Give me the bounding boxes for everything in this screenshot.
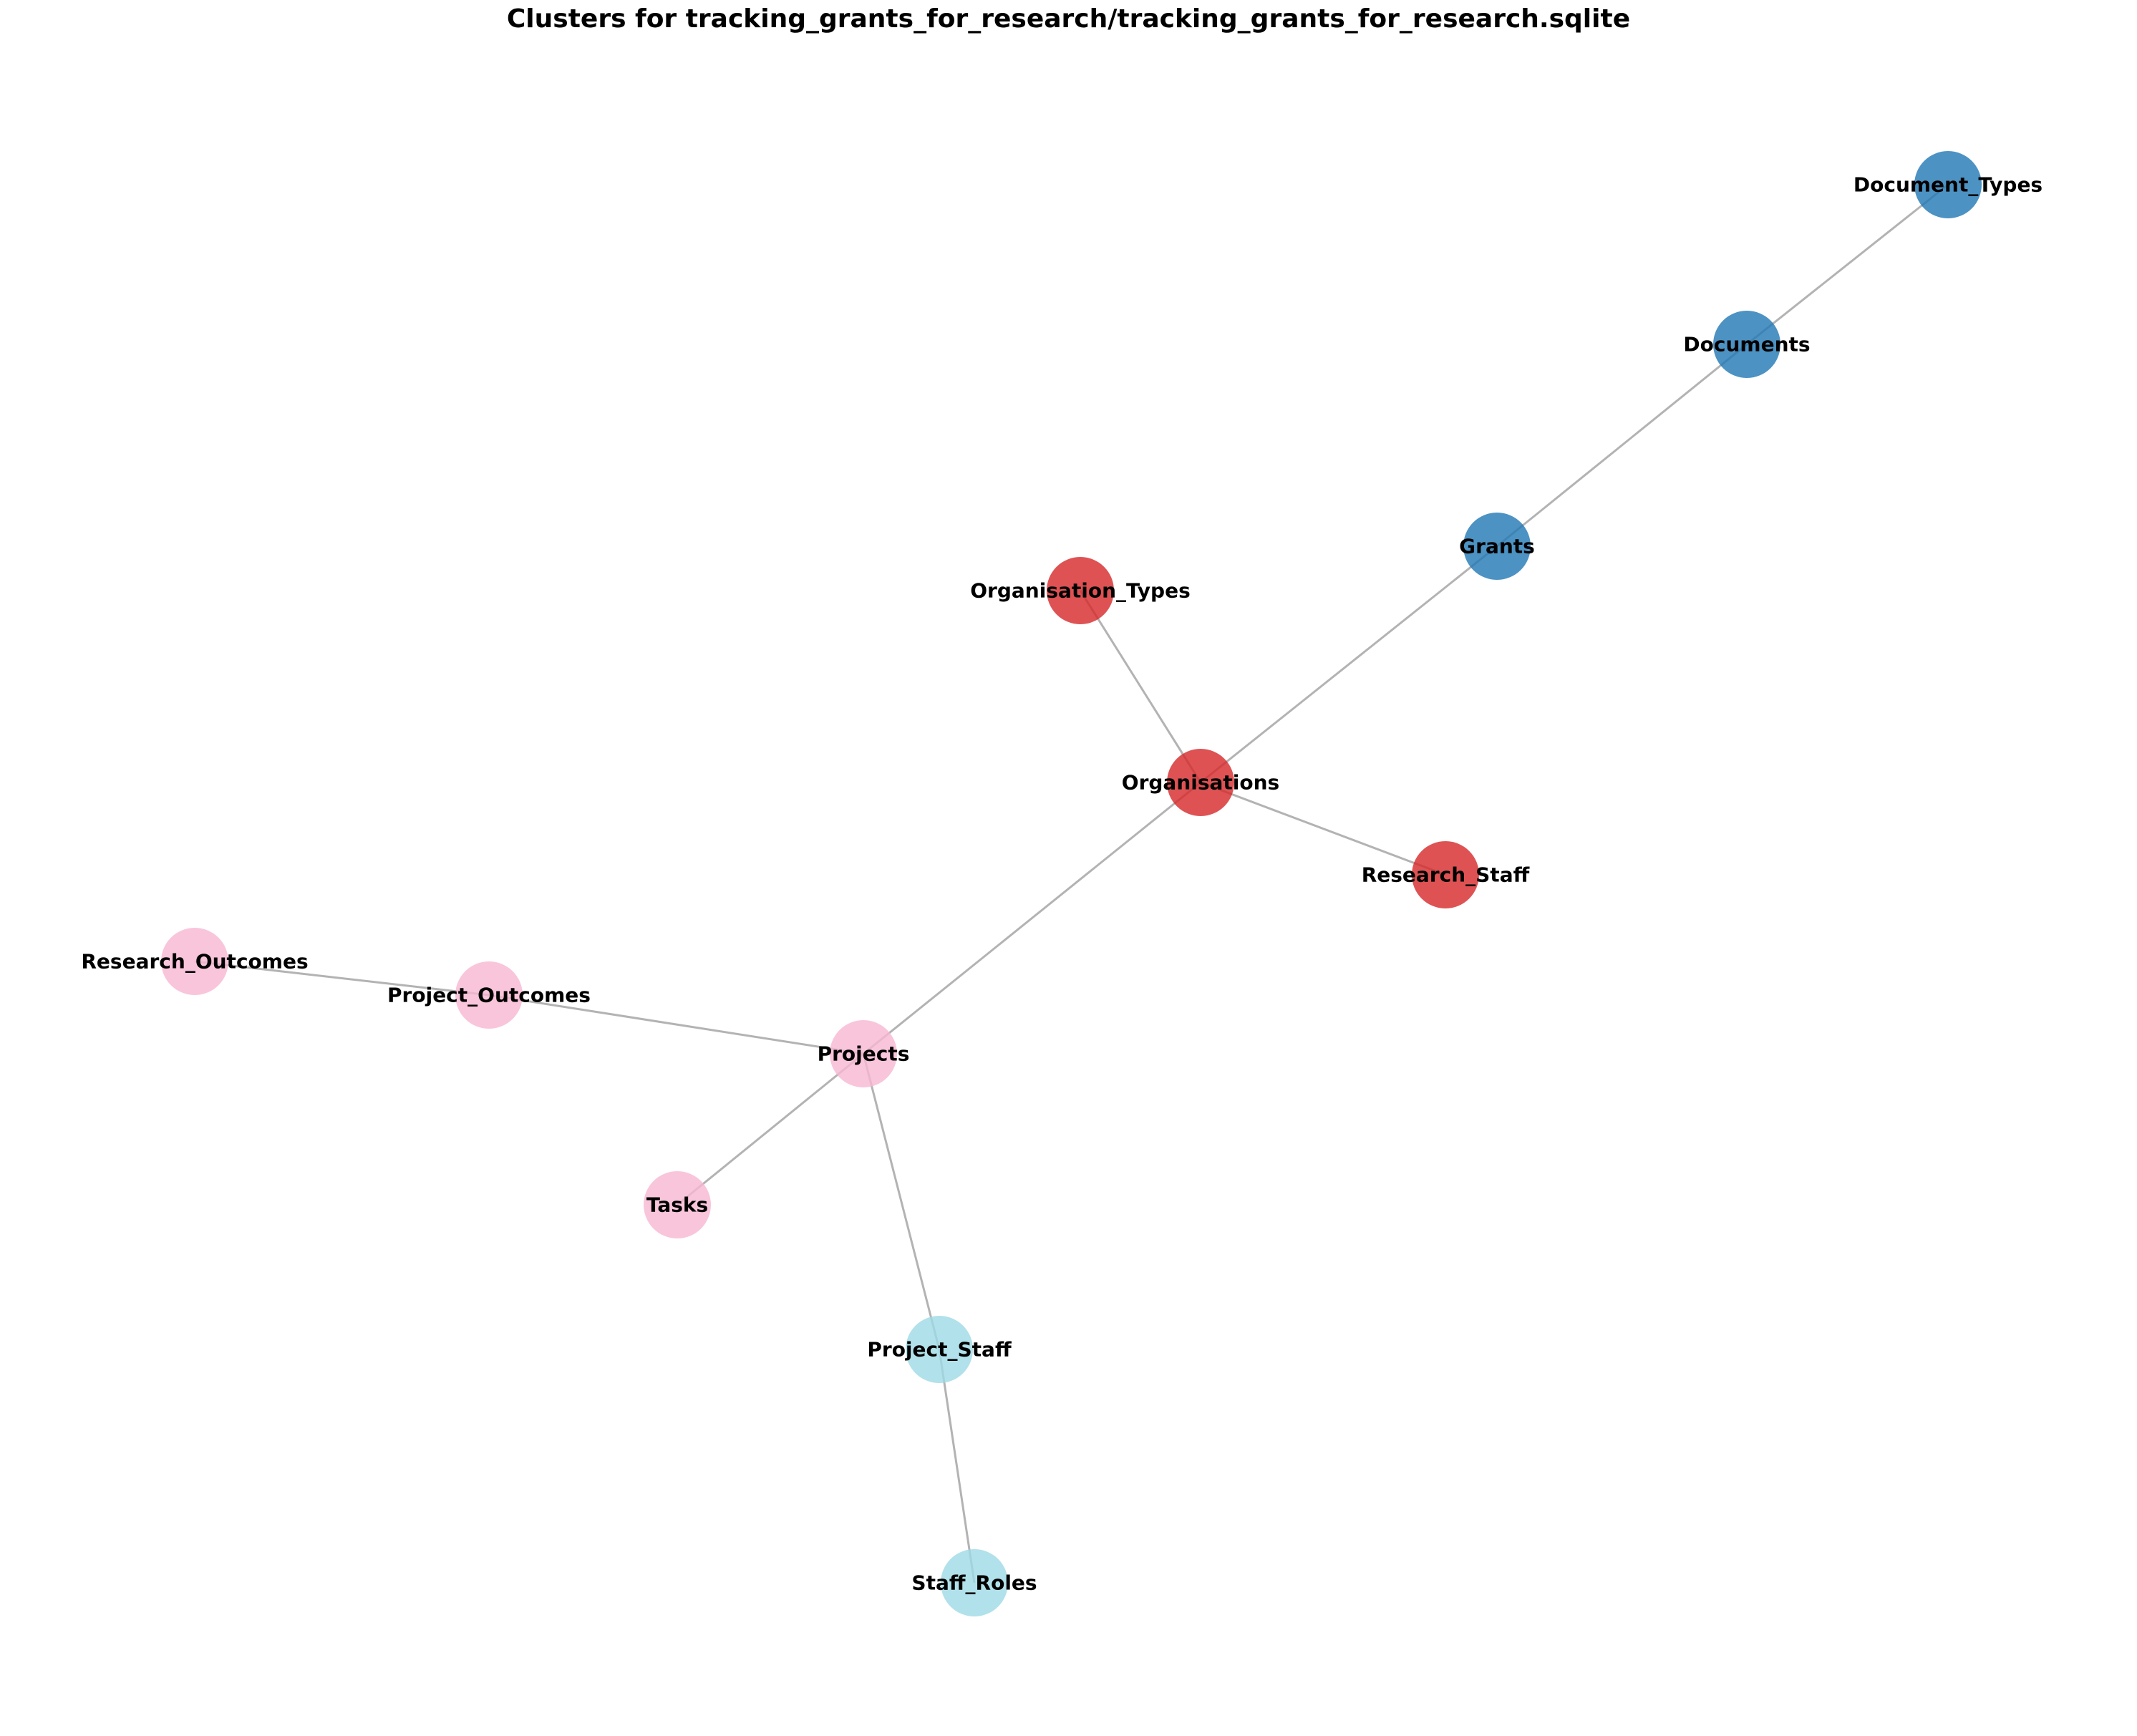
edge-organisations-to-research-staff (1200, 781, 1446, 876)
node-label-tasks: Tasks (646, 1193, 708, 1217)
edges-layer (194, 183, 1949, 1584)
node-project-staff (906, 1316, 973, 1383)
edge-projects-to-project-staff (862, 1053, 941, 1350)
node-document-types (1914, 151, 1982, 218)
node-documents (1713, 311, 1780, 378)
node-label-research-staff: Research_Staff (1362, 863, 1530, 887)
node-staff-roles (941, 1549, 1008, 1616)
node-tasks (644, 1171, 711, 1238)
edge-research-outcomes-to-project-outcomes (194, 960, 490, 996)
node-project-outcomes (455, 961, 523, 1029)
node-research-outcomes (161, 928, 228, 995)
node-label-project-staff: Project_Staff (867, 1338, 1012, 1362)
edge-organisations-to-projects (863, 781, 1201, 1055)
node-organisation-types (1047, 557, 1114, 624)
node-label-project-outcomes: Project_Outcomes (387, 984, 591, 1007)
edge-grants-to-organisations (1200, 545, 1498, 784)
edge-project-outcomes-to-projects (488, 994, 864, 1055)
node-organisations (1167, 749, 1234, 816)
node-label-staff-roles: Staff_Roles (911, 1571, 1037, 1595)
node-label-documents: Documents (1683, 333, 1810, 357)
node-grants (1463, 513, 1531, 580)
node-projects (830, 1020, 897, 1087)
labels-layer: Document_Types Documents Grants Organisatio… (81, 173, 2042, 1595)
edge-project-staff-to-staff-roles (938, 1349, 976, 1584)
node-label-research-outcomes: Research_Outcomes (81, 950, 308, 974)
node-label-grants: Grants (1459, 535, 1535, 558)
node-label-projects: Projects (818, 1042, 910, 1066)
edge-projects-to-tasks (677, 1052, 864, 1206)
page-title: Clusters for tracking_grants_for_researc… (506, 4, 1631, 34)
edge-organisation-types-to-organisations (1079, 590, 1202, 783)
nodes-layer (161, 151, 1982, 1616)
node-label-document-types: Document_Types (1853, 173, 2042, 197)
node-label-organisations: Organisations (1122, 771, 1279, 795)
node-research-staff (1412, 841, 1479, 908)
edge-document-types-to-documents (1746, 183, 1949, 346)
edge-documents-to-grants (1496, 343, 1748, 548)
node-label-organisation-types: Organisation_Types (970, 579, 1191, 603)
